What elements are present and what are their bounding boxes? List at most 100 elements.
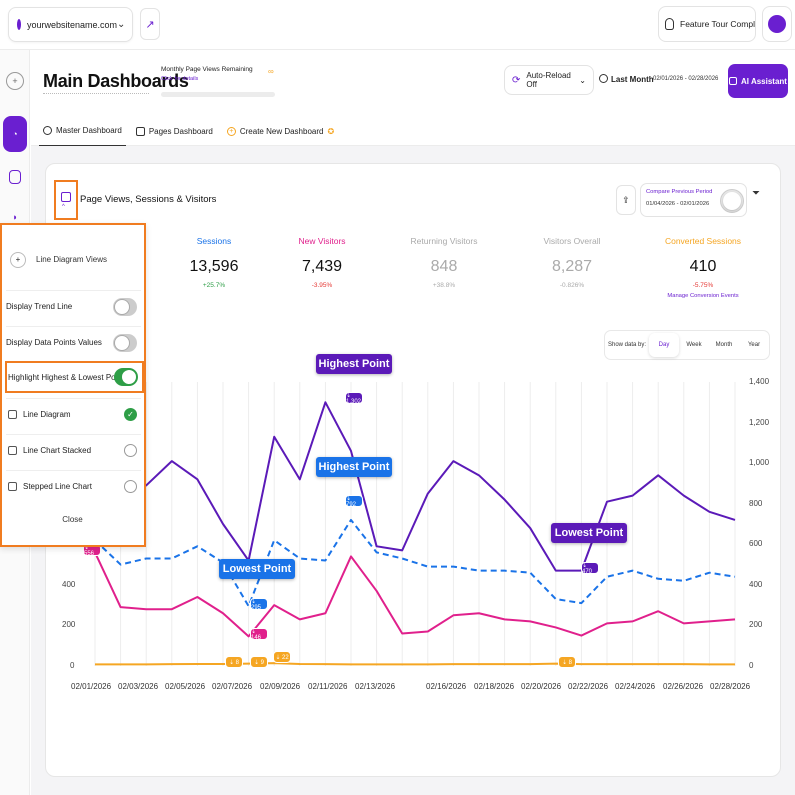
feature-tour-button[interactable]: Feature Tour Complet... [658, 6, 756, 42]
check-icon[interactable]: ✓ [124, 408, 137, 421]
display-trend-line-row: Display Trend Line [6, 290, 141, 322]
compare-toggle[interactable] [720, 189, 744, 213]
y-tick-label: 0 [749, 661, 754, 670]
quota-label: Monthly Page Views Remaining [161, 66, 253, 73]
metric-sessions[interactable]: Sessions 13,596 +25.7% [169, 236, 259, 289]
page-header: Main Dashboards Monthly Page Views Remai… [31, 50, 795, 146]
ai-assistant-button[interactable]: AI Assistant [728, 64, 788, 98]
add-icon[interactable]: + [6, 72, 24, 90]
y-tick-label: 800 [749, 498, 763, 508]
metric-value: 848 [430, 258, 458, 275]
globe-icon [17, 19, 21, 30]
view-stepped-line-chart[interactable]: Stepped Line Chart [6, 470, 141, 502]
compare-period-control: Compare Previous Period 01/04/2026 - 02/… [640, 183, 747, 217]
user-menu-button[interactable] [762, 6, 792, 42]
option-label: Display Data Points Values [6, 338, 102, 347]
series-line[interactable] [94, 401, 736, 572]
data-point-label: ⇣ 22 [273, 651, 291, 663]
metric-visitors-overall[interactable]: Visitors Overall 8,287 -0.826% [527, 236, 617, 289]
y-tick-label-left: 200 [62, 620, 76, 630]
highest-point-label: ⇣ 1,302 [345, 392, 363, 405]
view-label: Line Diagram [23, 410, 71, 419]
quota-details-link[interactable]: Click for details [161, 76, 199, 82]
x-tick-label: 02/05/2026 [165, 682, 206, 691]
auto-reload-button[interactable]: ⟳ Auto-Reload Off ⌄ [504, 65, 594, 95]
granularity-day[interactable]: Day [649, 333, 679, 357]
highlight-points-toggle[interactable] [114, 368, 138, 386]
tab-pages-dashboard[interactable]: Pages Dashboard [132, 116, 217, 146]
y-tick-label-left: 0 [70, 661, 75, 670]
granularity-week[interactable]: Week [686, 342, 702, 348]
export-button[interactable]: ⇪ [616, 185, 636, 215]
y-tick-label-left: 400 [62, 579, 76, 589]
clock-icon [599, 74, 608, 83]
metric-new-visitors[interactable]: New Visitors 7,439 -3.95% [277, 236, 367, 289]
period-label[interactable]: Last Month [611, 75, 654, 84]
metric-delta: -5.75% [692, 282, 714, 289]
series-line[interactable] [94, 518, 736, 608]
display-trend-line-toggle[interactable] [113, 297, 137, 316]
dashboard-tabs: Master Dashboard Pages Dashboard + Creat… [39, 116, 344, 146]
top-bar: yourwebsitename.com ⌄ ↗ Feature Tour Com… [0, 0, 795, 50]
signal-icon[interactable]: ◗ [12, 212, 18, 222]
series-line[interactable] [95, 662, 735, 666]
metric-label: New Visitors [298, 236, 346, 246]
display-data-points-toggle[interactable] [113, 333, 137, 352]
open-external-button[interactable]: ↗ [140, 8, 160, 40]
tab-label: Create New Dashboard [239, 126, 324, 136]
chart-view-toggle[interactable]: ^ [54, 180, 78, 220]
tab-create-new-dashboard[interactable]: + Create New Dashboard ✪ [223, 116, 338, 146]
highest-point-callout: Highest Point [316, 354, 392, 374]
lowest-point-label: ⇣ 470 [581, 562, 599, 575]
radio-button[interactable] [124, 444, 137, 457]
manage-conversion-events-link[interactable]: Manage Conversion Events [667, 293, 739, 299]
filter-icon[interactable]: ⏷ [752, 188, 760, 199]
gauge-icon [43, 126, 52, 135]
chevron-up-icon: ^ [62, 204, 65, 210]
toggle-knob [723, 192, 741, 210]
metric-returning-visitors[interactable]: Returning Visitors 848 +38.8% [399, 236, 489, 289]
x-tick-label: 02/11/2026 [308, 682, 348, 691]
x-tick-label: 02/20/2026 [521, 682, 562, 691]
line-chart-icon [8, 446, 17, 455]
data-point-label: ⇣ 9 [250, 656, 268, 668]
refresh-icon: ⟳ [512, 74, 521, 86]
metric-value: 13,596 [189, 258, 239, 275]
option-label: Highlight Highest & Lowest Points [8, 372, 129, 382]
date-range-selector[interactable]: 02/01/2026 - 02/28/2026 [653, 76, 719, 82]
metric-value: 8,287 [551, 258, 593, 275]
x-tick-label: 02/18/2026 [474, 682, 515, 691]
metric-converted-sessions[interactable]: Converted Sessions 410 -5.75% Manage Con… [658, 236, 748, 299]
lowest-point-callout: Lowest Point [551, 523, 627, 543]
y-tick-label: 1,400 [749, 377, 770, 386]
close-button[interactable]: Close [62, 515, 83, 524]
x-tick-label: 02/28/2026 [710, 682, 751, 691]
metric-delta: -0.826% [559, 282, 585, 289]
chat-icon [729, 77, 738, 85]
bag-icon[interactable] [9, 170, 21, 184]
line-chart-icon [8, 482, 17, 491]
tab-master-dashboard[interactable]: Master Dashboard [39, 116, 126, 146]
metric-delta: -3.95% [311, 282, 333, 289]
line-chart-icon [8, 410, 17, 419]
line-diagram-views-popup: + Line Diagram Views Display Trend Line … [0, 223, 146, 547]
website-name: yourwebsitename.com [27, 19, 118, 30]
highest-point-label: ⇣ 792 [345, 495, 363, 508]
series-line[interactable] [94, 551, 736, 638]
metric-label: Sessions [196, 236, 232, 246]
radio-button[interactable] [124, 480, 137, 493]
view-line-diagram[interactable]: Line Diagram ✓ [6, 398, 141, 430]
dashboard-icon[interactable]: ◔ [3, 116, 27, 152]
granularity-selector: Show data by: Day Week Month Year [604, 330, 770, 360]
x-tick-label: 02/09/2026 [260, 682, 301, 691]
x-tick-label: 02/13/2026 [355, 682, 396, 691]
line-chart-icon [61, 192, 71, 202]
granularity-year[interactable]: Year [747, 342, 761, 348]
ai-assistant-label: AI Assistant [741, 76, 787, 86]
view-line-chart-stacked[interactable]: Line Chart Stacked [6, 434, 141, 466]
granularity-month[interactable]: Month [715, 342, 733, 348]
show-data-by-label: Show data by: [607, 342, 647, 348]
x-tick-label: 02/16/2026 [426, 682, 467, 691]
website-selector[interactable]: yourwebsitename.com ⌄ [8, 7, 133, 42]
